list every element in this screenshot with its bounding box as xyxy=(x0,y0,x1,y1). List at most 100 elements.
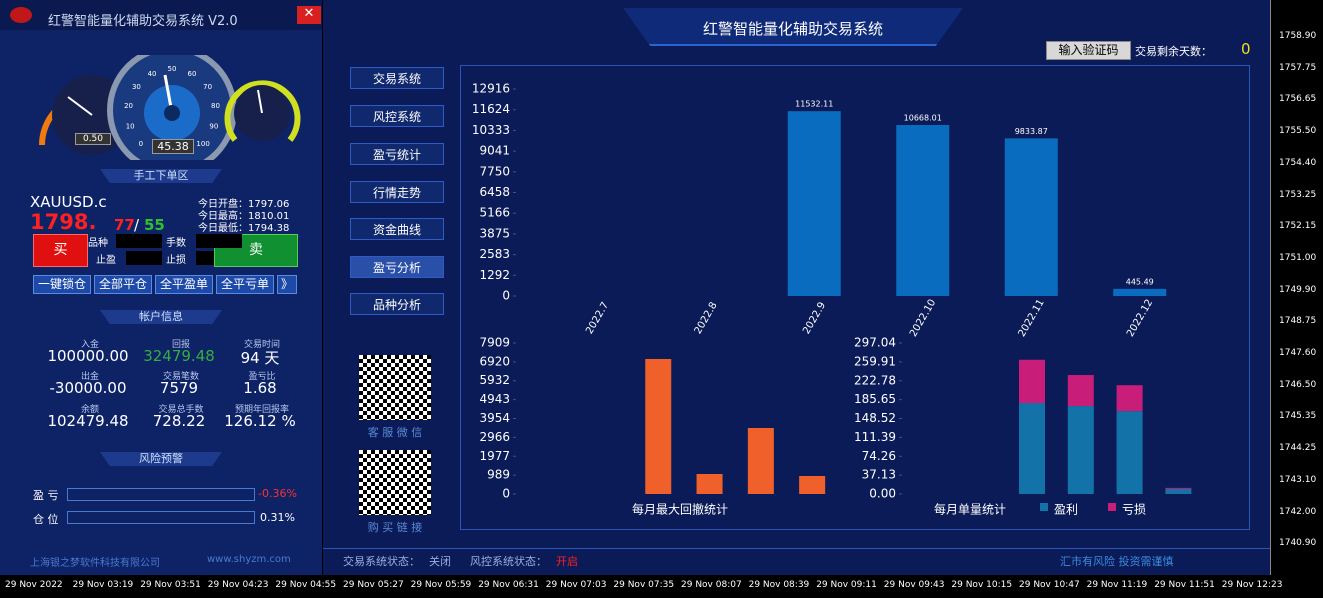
status-value: 关闭 xyxy=(429,555,451,568)
main-title: 红警智能量化辅助交易系统 xyxy=(702,20,883,38)
action-button[interactable]: 全平亏单 xyxy=(216,275,274,294)
gauge-arc xyxy=(224,80,301,142)
nav-button[interactable]: 交易系统 xyxy=(350,67,444,89)
time-label: 29 Nov 04:23 xyxy=(207,580,269,590)
legend-swatch xyxy=(1040,503,1048,511)
divider xyxy=(323,548,1270,549)
nav-button[interactable]: 风控系统 xyxy=(350,105,444,127)
legend-swatch xyxy=(1108,503,1116,511)
chart-title: 每月最大回撤统计 xyxy=(632,502,728,517)
time-label: 29 Nov 09:11 xyxy=(816,580,877,590)
time-label: 29 Nov 11:19 xyxy=(1086,580,1148,590)
gauge-tick-label: 70 xyxy=(203,83,212,91)
action-button[interactable]: 全平盈单 xyxy=(155,275,213,294)
value-label: 10668.01 xyxy=(904,114,942,123)
value-label: 9833.87 xyxy=(1015,127,1048,136)
bar-segment xyxy=(1165,487,1192,489)
input-field[interactable] xyxy=(196,234,242,248)
y-tick-label: 12916 xyxy=(472,82,510,96)
risk-label: 盈 亏 xyxy=(33,489,59,502)
gauge-tick-label: 0 xyxy=(139,140,143,148)
nav-button[interactable]: 品种分析 xyxy=(350,293,444,315)
more-button[interactable]: 》 xyxy=(277,275,297,294)
price-sep: / xyxy=(134,216,140,234)
nav-button[interactable]: 盈亏分析 xyxy=(350,256,444,278)
x-tick-label: 2022.8 xyxy=(693,300,720,336)
y-tick-label: 7909 xyxy=(479,336,510,350)
account-label: 余额 xyxy=(80,405,99,415)
bar-segment xyxy=(1019,359,1045,404)
bar-segment xyxy=(1116,385,1143,412)
time-label: 29 Nov 05:59 xyxy=(410,580,472,590)
action-button[interactable]: 全部平仓 xyxy=(94,275,152,294)
value-label: 445.49 xyxy=(1126,277,1154,286)
input-field[interactable] xyxy=(116,234,162,248)
account-label: 盈亏比 xyxy=(248,372,276,382)
status-value: 开启 xyxy=(556,555,578,568)
time-label: 29 Nov 05:27 xyxy=(343,580,404,590)
website[interactable]: www.shyzm.com xyxy=(207,554,291,565)
price-label: 1743.10 xyxy=(1279,474,1317,485)
gauge-tick-label: 100 xyxy=(196,140,209,148)
qr-code xyxy=(359,355,431,420)
logo xyxy=(10,7,32,23)
y-tick-label: 989 xyxy=(487,468,510,482)
account-value: 100000.00 xyxy=(47,347,129,365)
y-tick-label: 5932 xyxy=(479,373,510,387)
app-title: 红警智能量化辅助交易系统 V2.0 xyxy=(48,14,238,29)
price-label: 1756.65 xyxy=(1279,94,1317,105)
price-frac: 77 xyxy=(114,216,135,234)
qr-caption: 客 服 微 信 xyxy=(367,426,423,439)
risk-warning: 汇市有风险 投资需谨慎 xyxy=(1060,555,1174,568)
y-tick-label: 3875 xyxy=(479,226,510,240)
price-label: 1753.25 xyxy=(1279,189,1317,200)
day-open: 今日开盘：1797.06 xyxy=(198,199,290,210)
code-button[interactable]: 输入验证码 xyxy=(1046,41,1131,60)
y-tick-label: 9041 xyxy=(479,144,510,158)
input-field[interactable] xyxy=(196,251,214,265)
y-tick-label: 74.26 xyxy=(862,449,896,463)
account-label: 入金 xyxy=(80,340,99,350)
price-label: 1757.75 xyxy=(1279,62,1317,73)
gauge-tick-label: 20 xyxy=(124,102,133,110)
y-tick-label: 111.39 xyxy=(854,430,896,444)
buy-button[interactable]: 买 xyxy=(33,234,88,267)
gauge-reading: 0.50 xyxy=(75,133,111,145)
field-label: 品种 xyxy=(88,238,108,249)
bar xyxy=(896,125,950,296)
price-label: 1754.40 xyxy=(1279,157,1317,168)
risk-value: -0.36% xyxy=(258,487,297,500)
close-button[interactable]: ✕ xyxy=(297,6,321,24)
price-label: 1747.60 xyxy=(1279,348,1317,358)
price-label: 1742.00 xyxy=(1279,506,1317,517)
price-label: 1745.35 xyxy=(1279,411,1317,422)
y-tick-label: 6920 xyxy=(479,354,510,368)
nav-button[interactable]: 盈亏统计 xyxy=(350,143,444,165)
gauge-tick-label: 10 xyxy=(126,123,135,131)
y-tick-label: 148.52 xyxy=(854,411,896,425)
section-header: 帐户信息 xyxy=(100,310,222,324)
gauge-needle xyxy=(257,89,263,114)
nav-button[interactable]: 资金曲线 xyxy=(350,218,444,240)
time-label: 29 Nov 07:35 xyxy=(613,580,675,590)
gauge-ticks: 0 10 20 30 40 50 60 70 80 90 100 xyxy=(124,65,220,148)
input-field[interactable] xyxy=(126,251,162,265)
account-label: 交易总手数 xyxy=(158,405,204,415)
legend-label: 盈利 xyxy=(1054,503,1078,517)
y-tick-label: 1292 xyxy=(479,268,510,282)
price-label: 1746.50 xyxy=(1279,379,1317,390)
y-tick-label: 0 xyxy=(502,487,510,501)
chart-title: 每月单量统计 xyxy=(934,502,1006,517)
symbol: XAUUSD.c xyxy=(30,193,107,211)
x-tick-label: 2022.10 xyxy=(908,298,938,339)
time-label: 29 Nov 10:47 xyxy=(1019,580,1080,590)
value-label: 11532.11 xyxy=(795,100,833,109)
account-value: -30000.00 xyxy=(49,379,127,397)
gauge-hub xyxy=(164,105,180,121)
action-button[interactable]: 一键锁仓 xyxy=(33,275,91,294)
price-label: 1749.90 xyxy=(1279,284,1317,295)
sell-button[interactable]: 卖 xyxy=(214,234,298,267)
nav-button[interactable]: 行情走势 xyxy=(350,181,444,203)
price-label: 1748.75 xyxy=(1279,316,1317,327)
